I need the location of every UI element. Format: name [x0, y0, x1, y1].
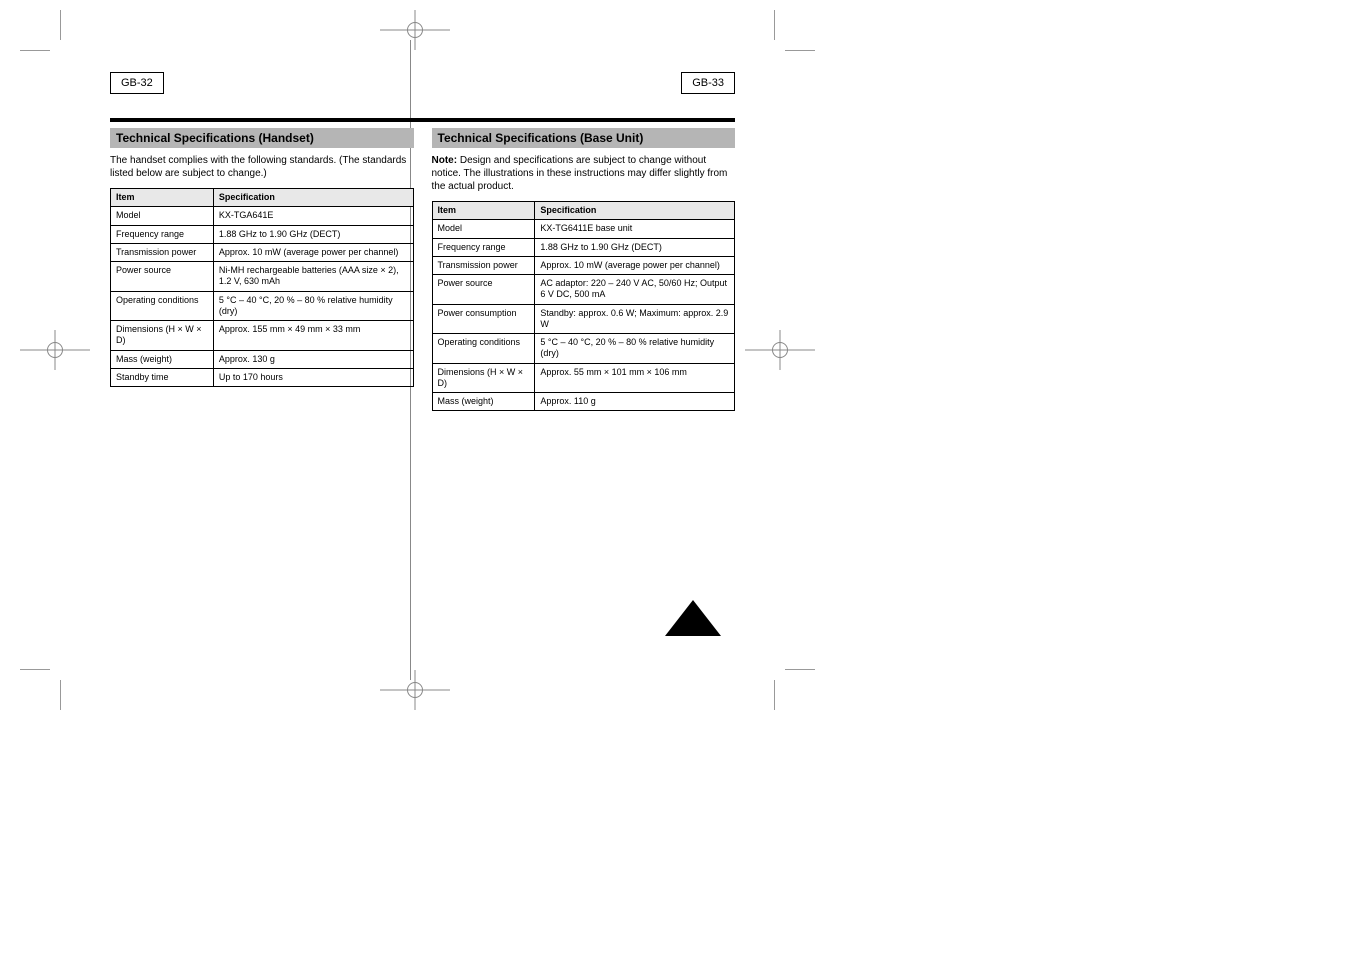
triangle-mark-icon [665, 600, 721, 636]
table-row: Operating conditions 5 °C – 40 °C, 20 % … [432, 334, 735, 364]
crop-mark-tr [755, 10, 815, 70]
crop-mark-tl [20, 10, 80, 70]
table-cell: Approx. 55 mm × 101 mm × 106 mm [535, 363, 735, 393]
thick-rule [110, 118, 735, 122]
table-cell: Power consumption [432, 304, 535, 334]
table-header: Item [432, 202, 535, 220]
table-row: Dimensions (H × W × D) Approx. 155 mm × … [111, 321, 414, 351]
table-cell: KX-TG6411E base unit [535, 220, 735, 238]
table-header: Specification [535, 202, 735, 220]
table-row: Power consumption Standby: approx. 0.6 W… [432, 304, 735, 334]
note-label: Note: [432, 155, 458, 166]
table-cell: Model [432, 220, 535, 238]
table-cell: AC adaptor: 220 – 240 V AC, 50/60 Hz; Ou… [535, 275, 735, 305]
intro-text-left: The handset complies with the following … [110, 154, 414, 180]
table-row: Power source Ni-MH rechargeable batterie… [111, 262, 414, 292]
print-sheet: GB-32 GB-33 Technical Specifications (Ha… [20, 10, 815, 710]
table-cell: Approx. 10 mW (average power per channel… [213, 243, 413, 261]
table-cell: 5 °C – 40 °C, 20 % – 80 % relative humid… [213, 291, 413, 321]
table-cell: Ni-MH rechargeable batteries (AAA size ×… [213, 262, 413, 292]
two-column-layout: Technical Specifications (Handset) The h… [110, 128, 735, 411]
table-cell: Power source [111, 262, 214, 292]
table-row: Mass (weight) Approx. 130 g [111, 350, 414, 368]
table-row: Dimensions (H × W × D) Approx. 55 mm × 1… [432, 363, 735, 393]
page-number-row: GB-32 GB-33 [110, 72, 735, 112]
table-cell: 5 °C – 40 °C, 20 % – 80 % relative humid… [535, 334, 735, 364]
crop-mark-bl [20, 650, 80, 710]
table-row: Standby time Up to 170 hours [111, 368, 414, 386]
table-cell: Approx. 130 g [213, 350, 413, 368]
table-header: Item [111, 189, 214, 207]
table-cell: Operating conditions [111, 291, 214, 321]
table-cell: Frequency range [111, 225, 214, 243]
table-header: Specification [213, 189, 413, 207]
left-column: Technical Specifications (Handset) The h… [110, 128, 414, 411]
spec-table-right: Item Specification Model KX-TG6411E base… [432, 201, 736, 411]
table-cell: Transmission power [432, 256, 535, 274]
table-row: Frequency range 1.88 GHz to 1.90 GHz (DE… [111, 225, 414, 243]
table-row: Model KX-TGA641E [111, 207, 414, 225]
spec-table-left: Item Specification Model KX-TGA641E Freq… [110, 188, 414, 387]
table-cell: 1.88 GHz to 1.90 GHz (DECT) [535, 238, 735, 256]
table-row: Operating conditions 5 °C – 40 °C, 20 % … [111, 291, 414, 321]
table-cell: Approx. 110 g [535, 393, 735, 411]
table-row: Frequency range 1.88 GHz to 1.90 GHz (DE… [432, 238, 735, 256]
table-row: Mass (weight) Approx. 110 g [432, 393, 735, 411]
note-text: Design and specifications are subject to… [432, 155, 728, 192]
table-cell: 1.88 GHz to 1.90 GHz (DECT) [213, 225, 413, 243]
note-block: Note: Design and specifications are subj… [432, 154, 736, 193]
table-cell: Approx. 10 mW (average power per channel… [535, 256, 735, 274]
table-cell: Standby time [111, 368, 214, 386]
table-cell: Up to 170 hours [213, 368, 413, 386]
table-cell: Transmission power [111, 243, 214, 261]
section-heading-right: Technical Specifications (Base Unit) [432, 128, 736, 148]
page-number-left: GB-32 [110, 72, 164, 94]
registration-mark-right [745, 330, 815, 370]
table-cell: Frequency range [432, 238, 535, 256]
table-cell: Dimensions (H × W × D) [432, 363, 535, 393]
table-cell: Mass (weight) [111, 350, 214, 368]
content-area: GB-32 GB-33 Technical Specifications (Ha… [110, 72, 735, 411]
right-column: Technical Specifications (Base Unit) Not… [432, 128, 736, 411]
section-heading-left: Technical Specifications (Handset) [110, 128, 414, 148]
table-cell: Mass (weight) [432, 393, 535, 411]
table-row: Transmission power Approx. 10 mW (averag… [111, 243, 414, 261]
table-cell: Standby: approx. 0.6 W; Maximum: approx.… [535, 304, 735, 334]
table-cell: Approx. 155 mm × 49 mm × 33 mm [213, 321, 413, 351]
registration-mark-left [20, 330, 90, 370]
table-cell: Power source [432, 275, 535, 305]
table-row: Transmission power Approx. 10 mW (averag… [432, 256, 735, 274]
table-row: Power source AC adaptor: 220 – 240 V AC,… [432, 275, 735, 305]
table-cell: Dimensions (H × W × D) [111, 321, 214, 351]
registration-mark-top [380, 10, 450, 50]
page-number-right: GB-33 [681, 72, 735, 94]
table-cell: Model [111, 207, 214, 225]
crop-mark-br [755, 650, 815, 710]
table-cell: Operating conditions [432, 334, 535, 364]
table-cell: KX-TGA641E [213, 207, 413, 225]
table-row: Model KX-TG6411E base unit [432, 220, 735, 238]
registration-mark-bottom [380, 670, 450, 710]
